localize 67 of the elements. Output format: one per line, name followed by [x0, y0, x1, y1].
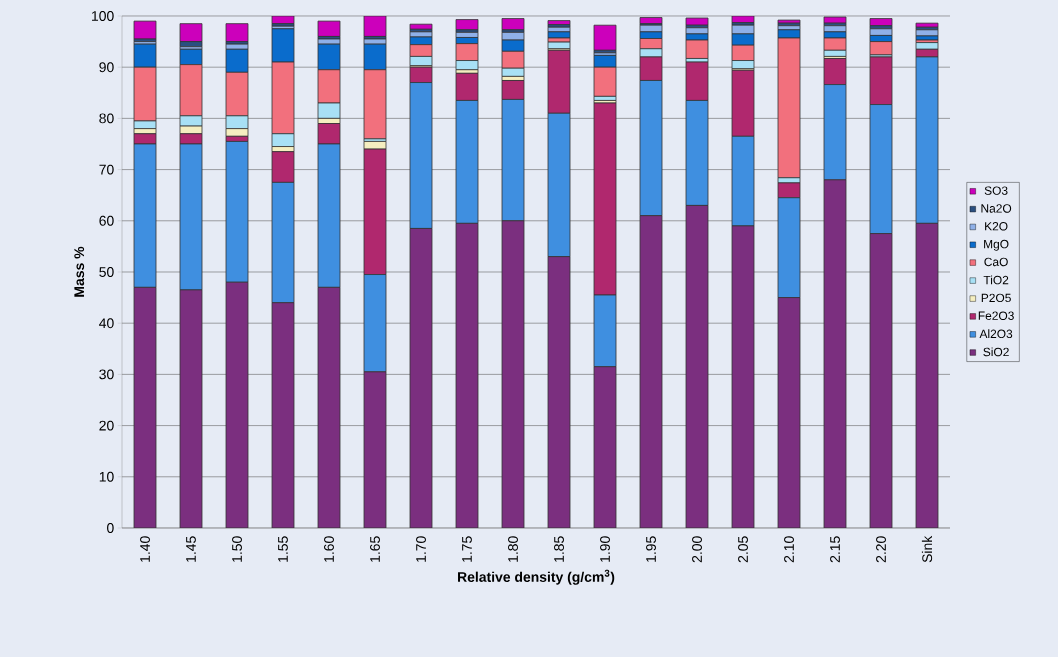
- bar: [455, 222, 479, 528]
- y-tick-label: 0: [107, 523, 114, 533]
- bar: [133, 286, 157, 528]
- legend-label: SiO2: [983, 347, 1009, 357]
- bar: [501, 220, 525, 528]
- x-tick-label: 1.55: [278, 536, 288, 562]
- x-tick-label: 1.50: [232, 536, 242, 562]
- x-tick-label: 1.70: [416, 536, 426, 562]
- bar: [547, 41, 571, 50]
- y-tick-label: 90: [99, 62, 114, 73]
- y-tick-label: 60: [99, 215, 114, 226]
- legend-label: Fe2O3: [978, 311, 1014, 320]
- x-tick-label: 2.00: [692, 536, 702, 563]
- bar: [869, 233, 893, 528]
- bar: [179, 41, 203, 48]
- legend-label: Al2O3: [979, 329, 1013, 339]
- x-tick-label: 2.05: [738, 536, 748, 563]
- y-tick-label: 80: [99, 113, 114, 124]
- legend-label: Na2O: [981, 204, 1012, 213]
- bar: [915, 222, 939, 528]
- bar: [593, 366, 617, 528]
- y-tick-label: 70: [99, 164, 114, 175]
- x-tick-label: 1.90: [600, 536, 610, 562]
- x-tick-label: 1.40: [140, 536, 150, 562]
- bar: [225, 281, 249, 528]
- x-tick-label: 1.60: [324, 536, 334, 562]
- bar: [317, 286, 341, 528]
- y-tick-label: 40: [99, 318, 114, 329]
- x-axis-title: Relative density (g/cm$^{3}$): [458, 569, 615, 585]
- bar: [409, 228, 433, 528]
- x-tick-label: 1.95: [646, 536, 656, 562]
- bar: [179, 289, 203, 528]
- x-tick-label: 2.15: [830, 536, 840, 563]
- legend-label: K2O: [985, 222, 1008, 231]
- y-tick-label: 50: [99, 267, 114, 277]
- bar: [823, 179, 847, 528]
- legend-label: SO3: [984, 186, 1008, 195]
- y-tick-label: 20: [99, 420, 114, 431]
- bar: [363, 371, 387, 528]
- legend-label: CaO: [984, 257, 1008, 267]
- y-tick-label: 10: [99, 471, 114, 482]
- y-tick-label: 30: [99, 369, 114, 380]
- bar: [823, 25, 847, 33]
- x-tick-label: 2.10: [784, 536, 794, 563]
- y-tick-label: 100: [92, 11, 114, 21]
- bar: [455, 29, 479, 33]
- bar: [731, 225, 755, 528]
- bar: [915, 29, 939, 37]
- bar: [547, 256, 571, 528]
- x-tick-label: 1.65: [370, 536, 380, 562]
- x-tick-label: 2.20: [876, 536, 886, 563]
- x-tick-label: 1.45: [186, 536, 196, 562]
- x-tick-label: Sink: [921, 535, 933, 563]
- legend-label: TiO2: [983, 275, 1009, 285]
- y-axis-title: Mass %: [74, 246, 85, 297]
- bar: [547, 24, 571, 28]
- bar: [639, 215, 663, 528]
- bar: [547, 31, 571, 39]
- bar: [271, 302, 295, 528]
- bar: [685, 205, 709, 528]
- x-tick-label: 1.85: [554, 536, 564, 562]
- legend-label: P2O5: [981, 293, 1011, 303]
- x-tick-label: 1.80: [508, 536, 518, 562]
- x-tick-label: 1.75: [462, 536, 472, 562]
- bar: [685, 27, 709, 35]
- bar: [777, 297, 801, 528]
- legend-label: MgO: [984, 239, 1009, 251]
